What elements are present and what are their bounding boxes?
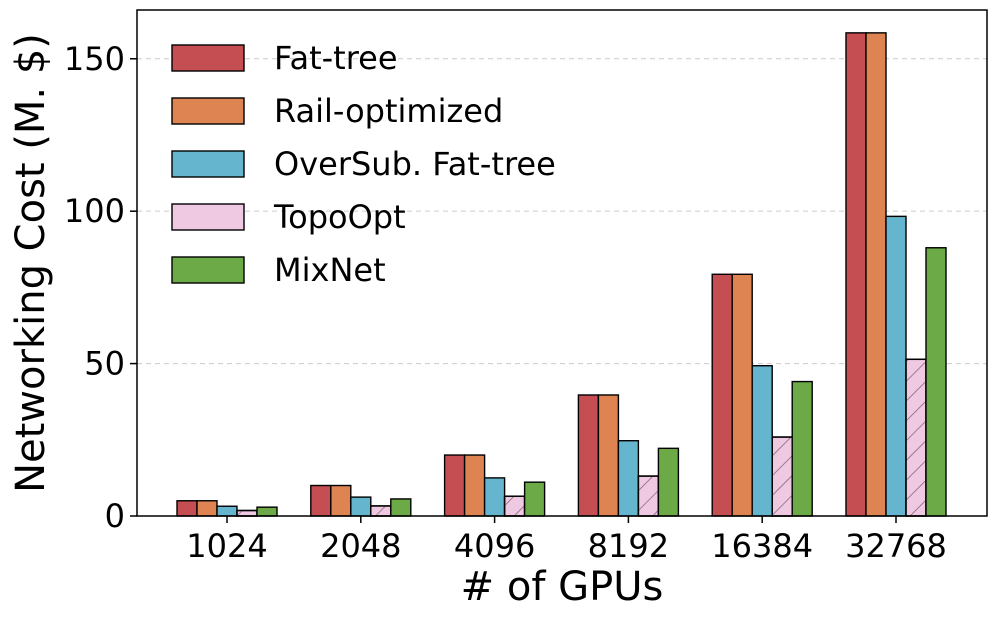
y-tick-label: 150 [64, 40, 125, 78]
legend-label-topoopt: TopoOpt [273, 198, 406, 236]
bar-oversub-fat-tree-8192 [617, 440, 640, 517]
bar-hatch-topoopt-8192 [637, 475, 660, 517]
x-axis-title: # of GPUs [461, 564, 664, 610]
legend-swatch-oversub-fat-tree [171, 150, 245, 178]
x-tick-label-8192: 8192 [588, 527, 669, 565]
bar-hatch-topoopt-32768 [905, 358, 927, 517]
bar-oversub-fat-tree-32768 [885, 215, 907, 517]
legend-label-fat-tree: Fat-tree [274, 39, 398, 77]
x-axis-ticks: 1024 2048 4096 8192 16384 32768 [186, 516, 947, 565]
bar-mixnet-32768 [925, 247, 947, 517]
legend-label-rail-optimized: Rail-optimized [274, 92, 503, 130]
y-axis-title: Networking Cost (M. $) [8, 33, 54, 493]
bar-fat-tree-1024 [176, 500, 198, 517]
bar-oversub-fat-tree-16384 [751, 365, 773, 517]
bar-rail-optimized-8192 [597, 394, 620, 517]
bar-rail-optimized-32768 [865, 32, 887, 517]
bars [176, 32, 947, 517]
legend-swatch-fat-tree [171, 44, 245, 72]
y-tick-label: 0 [105, 497, 125, 535]
gridlines [137, 58, 987, 365]
x-tick-label-16384: 16384 [711, 527, 813, 565]
bar-rail-optimized-4096 [463, 454, 486, 517]
legend-label-mixnet: MixNet [274, 251, 386, 289]
bar-oversub-fat-tree-1024 [216, 505, 238, 517]
bar-mixnet-16384 [791, 380, 813, 517]
bar-mixnet-1024 [256, 506, 278, 517]
y-tick-label: 100 [64, 192, 125, 230]
x-tick-label-4096: 4096 [454, 527, 535, 565]
y-axis-ticks: 0 50 100 150 [64, 40, 137, 535]
bar-oversub-fat-tree-2048 [350, 496, 372, 517]
bar-hatch-topoopt-1024 [236, 509, 258, 517]
bar-fat-tree-32768 [845, 32, 867, 517]
bar-mixnet-8192 [657, 447, 680, 517]
legend-swatch-rail-optimized [171, 97, 245, 125]
bar-fat-tree-4096 [443, 454, 466, 517]
bar-hatch-topoopt-4096 [503, 495, 526, 517]
bar-fat-tree-8192 [577, 394, 600, 517]
legend: Fat-tree Rail-optimized OverSub. Fat-tree T… [171, 39, 556, 289]
x-tick-label-2048: 2048 [320, 527, 401, 565]
legend-label-oversub-fat-tree: OverSub. Fat-tree [274, 145, 556, 183]
bar-fat-tree-16384 [711, 273, 733, 517]
bar-rail-optimized-2048 [330, 484, 352, 517]
y-tick-label: 50 [84, 345, 125, 383]
plot-frame [136, 9, 988, 517]
bar-rail-optimized-16384 [731, 273, 753, 517]
bar-fat-tree-2048 [310, 484, 332, 517]
bar-hatch-topoopt-2048 [370, 505, 392, 517]
x-tick-label-1024: 1024 [186, 527, 267, 565]
legend-swatch-mixnet [171, 256, 245, 284]
bar-mixnet-4096 [523, 481, 546, 517]
legend-swatch-topoopt [171, 203, 245, 231]
bar-hatch-topoopt-16384 [771, 436, 793, 517]
bar-oversub-fat-tree-4096 [483, 477, 506, 517]
x-tick-label-32768: 32768 [845, 527, 947, 565]
bar-mixnet-2048 [390, 498, 412, 517]
bar-rail-optimized-1024 [196, 500, 218, 517]
